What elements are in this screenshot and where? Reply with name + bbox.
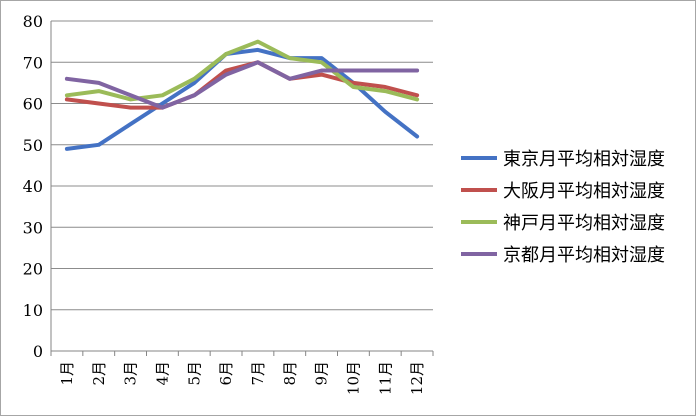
x-tick-label: 12月 xyxy=(408,361,426,395)
x-tick-label: 6月 xyxy=(217,361,235,386)
y-tick-label: 20 xyxy=(23,260,43,279)
x-tick-label: 8月 xyxy=(281,361,299,386)
x-tick-label: 7月 xyxy=(249,361,267,386)
y-tick-label: 30 xyxy=(23,218,43,237)
x-tick-label: 5月 xyxy=(185,361,203,386)
y-tick-label: 50 xyxy=(23,136,43,155)
series-lines xyxy=(64,39,420,151)
series-line-3 xyxy=(64,39,420,102)
legend-label: 東京月平均相対湿度 xyxy=(503,149,665,170)
y-tick-label: 0 xyxy=(33,342,43,361)
grid xyxy=(50,20,434,356)
x-tick-label: 3月 xyxy=(122,361,140,386)
x-tick-label: 4月 xyxy=(153,361,171,386)
x-tick-label: 1月 xyxy=(58,361,76,386)
x-tick-label: 9月 xyxy=(313,361,331,386)
y-tick-label: 60 xyxy=(23,95,43,114)
series-line-4 xyxy=(64,60,420,110)
legend-label: 神戸月平均相対湿度 xyxy=(503,213,665,234)
x-axis-ticks: 1月 2月 3月 4月 5月 6月 7月 8月 9月 10月 11月 12月 xyxy=(58,361,426,395)
x-tick-label: 2月 xyxy=(90,361,108,386)
x-tick-label: 10月 xyxy=(344,361,362,395)
x-tick-label: 11月 xyxy=(376,361,394,395)
y-tick-label: 70 xyxy=(23,53,43,72)
y-tick-label: 10 xyxy=(23,301,43,320)
y-tick-label: 40 xyxy=(23,177,43,196)
y-axis-ticks: 0 10 20 30 40 50 60 70 80 xyxy=(23,12,43,361)
y-tick-label: 80 xyxy=(23,12,43,31)
legend-label: 大阪月平均相対湿度 xyxy=(503,181,665,202)
legend-label: 京都月平均相対湿度 xyxy=(503,245,665,266)
